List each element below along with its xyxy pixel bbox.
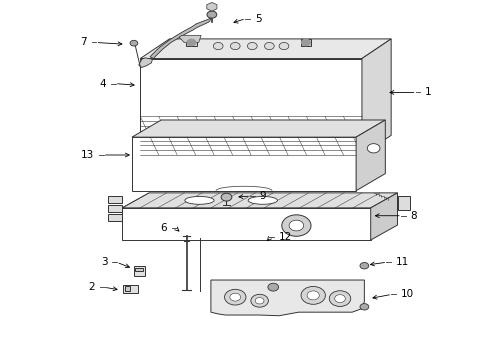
Bar [300,39,311,46]
Circle shape [360,262,369,269]
Bar [134,266,145,276]
Circle shape [368,144,380,153]
Polygon shape [356,120,385,191]
Bar [140,59,362,155]
Circle shape [255,297,264,304]
Bar [108,196,122,203]
Circle shape [360,303,369,310]
Bar [124,286,129,292]
Bar [135,267,143,271]
Circle shape [187,39,196,46]
Circle shape [329,291,351,306]
Circle shape [268,283,279,291]
Circle shape [265,42,274,50]
Text: 13: 13 [81,150,94,160]
Circle shape [335,295,345,302]
Polygon shape [211,280,365,316]
Circle shape [213,42,223,50]
Bar [132,137,356,191]
Circle shape [307,291,319,300]
Bar [186,39,197,46]
Polygon shape [362,39,391,155]
Circle shape [230,42,240,50]
Ellipse shape [185,197,214,204]
Polygon shape [371,193,397,240]
Bar [108,214,122,221]
Text: 3: 3 [101,257,108,267]
Circle shape [251,294,269,307]
Text: 6: 6 [160,223,167,233]
Polygon shape [207,3,217,11]
Text: 5: 5 [255,14,261,23]
Bar [122,208,371,240]
Polygon shape [150,18,211,59]
Text: 1: 1 [425,87,432,98]
Polygon shape [139,58,152,67]
Text: 4: 4 [99,78,106,89]
Ellipse shape [248,197,277,204]
Text: 2: 2 [88,282,95,292]
Circle shape [302,39,310,46]
Circle shape [221,193,232,201]
Text: 10: 10 [401,289,414,299]
Text: 7: 7 [80,37,87,48]
Circle shape [282,215,311,236]
Polygon shape [179,35,201,42]
Bar [397,197,410,210]
Circle shape [279,42,289,50]
Bar [123,285,138,293]
Polygon shape [122,193,397,208]
Polygon shape [132,120,385,137]
Text: 8: 8 [411,211,417,221]
Text: 9: 9 [260,191,266,201]
Circle shape [230,293,241,301]
Bar [108,205,122,212]
Circle shape [130,40,138,46]
Circle shape [224,289,246,305]
Text: 12: 12 [279,232,293,242]
Circle shape [247,42,257,50]
Polygon shape [140,39,391,59]
Circle shape [289,220,304,231]
Circle shape [207,11,217,18]
Text: 11: 11 [396,257,409,267]
Circle shape [301,287,325,304]
